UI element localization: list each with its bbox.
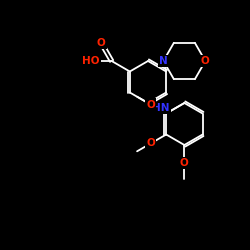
Text: O: O (146, 138, 155, 148)
Text: O: O (201, 56, 210, 66)
Text: HO: HO (82, 56, 100, 66)
Text: O: O (180, 158, 189, 168)
Text: HN: HN (152, 103, 170, 113)
Text: O: O (97, 38, 106, 48)
Text: N: N (159, 56, 168, 66)
Text: O: O (146, 100, 155, 110)
